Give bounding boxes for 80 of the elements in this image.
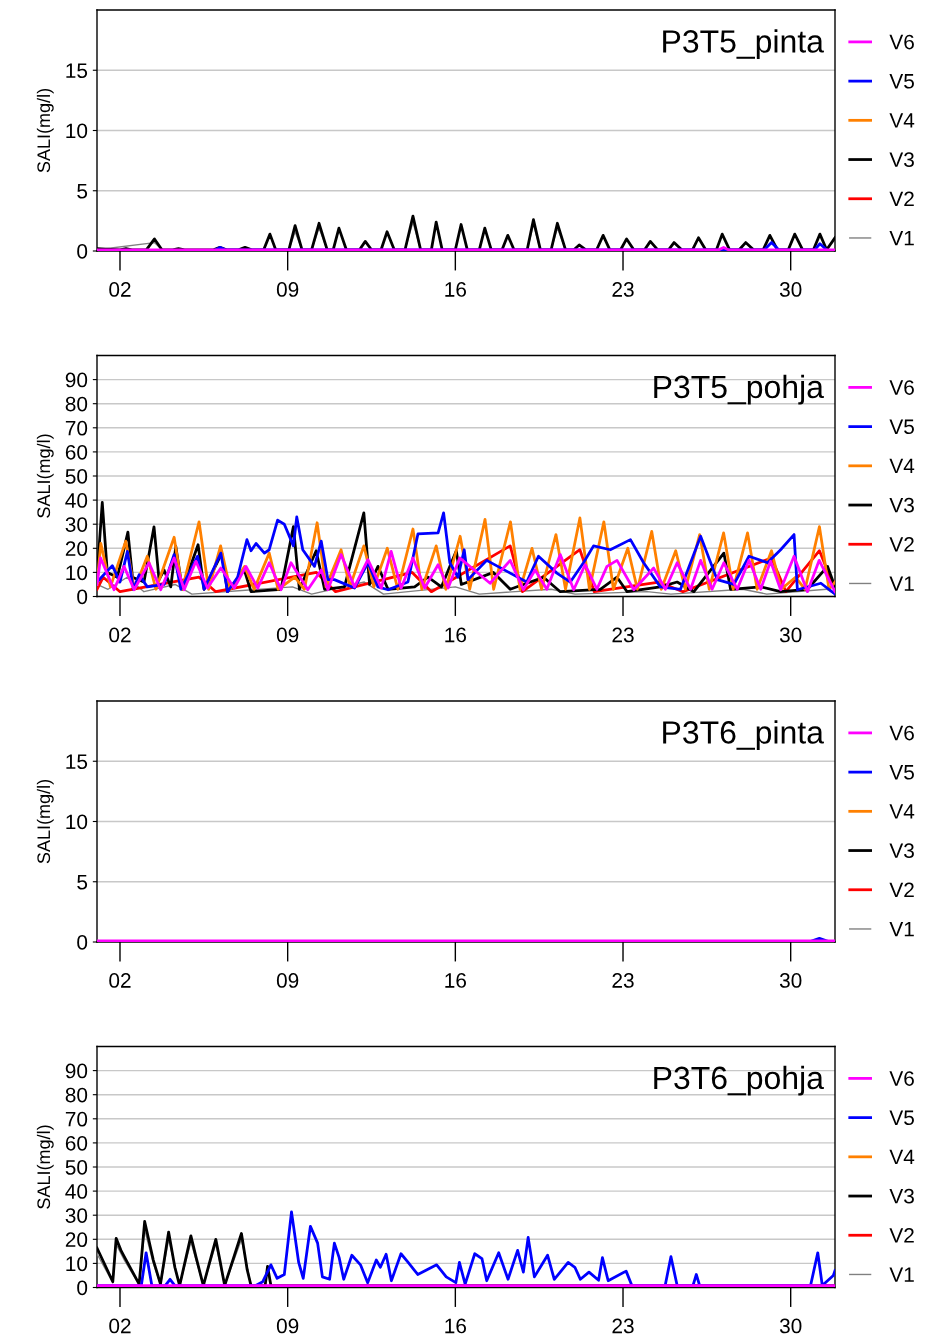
- x-tick-label: 30: [779, 1318, 802, 1334]
- text: P3T5_pohja: [654, 374, 824, 405]
- x-tick-label: 09: [276, 627, 299, 643]
- y-tick-label: 0: [77, 1280, 88, 1296]
- legend-label: V3: [889, 497, 914, 513]
- y-tick-label: 50: [65, 1160, 88, 1175]
- x-tick-label: 02: [109, 282, 131, 297]
- y-tick-label: 15: [66, 63, 88, 78]
- legend-label: V2: [889, 537, 914, 552]
- x-tick-label: 16: [445, 282, 467, 297]
- x-tick-label: 09: [276, 973, 299, 988]
- y-tick-label: 90: [65, 1063, 88, 1079]
- legend-label: V3: [889, 1188, 914, 1204]
- text: P3T6_pohja: [654, 1065, 824, 1096]
- x-tick-label: 23: [612, 627, 634, 643]
- x-tick-label: 23: [612, 282, 634, 297]
- y-tick-label: 80: [65, 1087, 88, 1103]
- x-tick-label: 09: [276, 1318, 299, 1334]
- y-tick-label: 30: [65, 517, 88, 532]
- y-tick-label: 10: [66, 123, 88, 139]
- x-tick-label: 02: [109, 973, 131, 988]
- y-tick-label: 40: [65, 1184, 88, 1199]
- y-tick-label: 80: [65, 396, 88, 412]
- x-tick-label: 23: [612, 973, 634, 988]
- y-tick-label: 0: [77, 589, 88, 605]
- y-tick-label: 70: [65, 1111, 88, 1127]
- y-tick-label: 90: [65, 372, 88, 388]
- y-tick-label: 15: [66, 754, 88, 769]
- text: P3T5_pinta: [663, 29, 824, 60]
- legend-label: V5: [889, 765, 914, 780]
- y-tick-label: 60: [65, 444, 88, 460]
- legend-label: V5: [889, 74, 914, 89]
- y-axis-title: SALI(mg/l): [36, 434, 54, 518]
- y-tick-label: 40: [65, 493, 88, 508]
- y-tick-label: 70: [65, 420, 88, 436]
- legend-label: V4: [889, 1149, 915, 1165]
- legend-label: V1: [889, 576, 914, 591]
- legend-label: V4: [889, 804, 915, 819]
- legend-label: V6: [889, 380, 914, 395]
- x-tick-label: 30: [779, 282, 802, 297]
- y-tick-label: 5: [77, 183, 88, 199]
- x-tick-label: 09: [276, 282, 299, 297]
- legend-label: V6: [889, 1071, 914, 1086]
- text: P3T6_pinta: [663, 720, 824, 751]
- y-tick-label: 60: [65, 1135, 88, 1151]
- x-tick-label: 02: [109, 627, 131, 643]
- y-axis-title: SALI(mg/l): [36, 1125, 54, 1209]
- x-tick-label: 23: [612, 1318, 634, 1334]
- y-tick-label: 0: [77, 244, 88, 259]
- legend-label: V1: [889, 921, 914, 937]
- legend-label: V3: [889, 152, 914, 168]
- legend-label: V2: [889, 191, 914, 207]
- legend-label: V2: [889, 1228, 914, 1243]
- y-tick-label: 20: [65, 541, 88, 557]
- y-tick-label: 10: [66, 1256, 88, 1272]
- y-axis-title: SALI(mg/l): [36, 88, 54, 173]
- x-tick-label: 16: [445, 627, 467, 643]
- legend-label: V1: [889, 230, 914, 246]
- x-tick-label: 16: [445, 973, 467, 988]
- y-tick-label: 20: [65, 1232, 88, 1248]
- legend-label: V5: [889, 1110, 914, 1126]
- y-axis-title: SALI(mg/l): [36, 779, 54, 864]
- legend-label: V6: [889, 34, 914, 50]
- y-tick-label: 10: [66, 814, 88, 830]
- legend-label: V4: [889, 113, 915, 128]
- x-tick-label: 02: [109, 1318, 131, 1334]
- legend-label: V5: [889, 419, 914, 435]
- x-tick-label: 30: [779, 627, 802, 643]
- legend-label: V2: [889, 882, 914, 898]
- legend-label: V4: [889, 458, 915, 474]
- y-tick-label: 50: [65, 469, 88, 484]
- y-tick-label: 10: [66, 565, 88, 581]
- x-tick-label: 30: [779, 973, 802, 988]
- y-tick-label: 5: [77, 874, 88, 890]
- x-tick-label: 16: [445, 1318, 467, 1334]
- y-tick-label: 0: [77, 935, 88, 950]
- legend-label: V3: [889, 843, 914, 859]
- legend-label: V6: [889, 725, 914, 741]
- legend-label: V1: [889, 1267, 914, 1282]
- y-tick-label: 30: [65, 1208, 88, 1223]
